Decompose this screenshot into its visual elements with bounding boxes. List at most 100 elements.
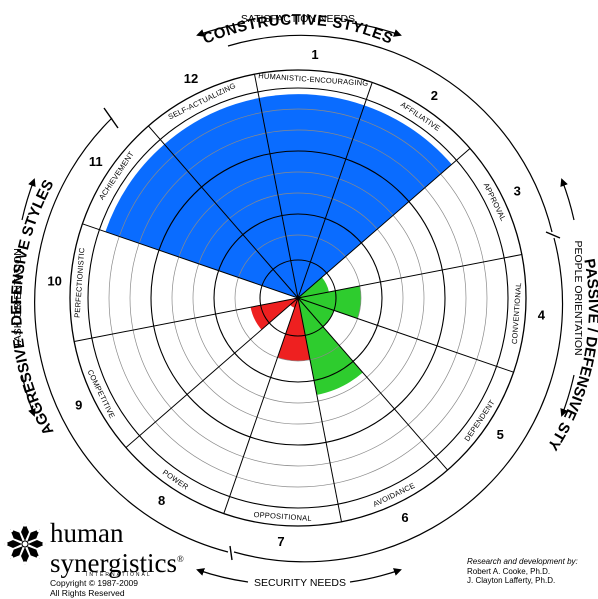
constructive-bracket (227, 34, 553, 233)
task-arrow-up (21, 178, 36, 221)
bracket-tick-left (103, 107, 119, 129)
ring (213, 213, 383, 383)
burst-dot (9, 555, 14, 560)
segment-divider (82, 223, 299, 299)
segment-number-11: 11 (89, 154, 103, 169)
segment-fill-6 (298, 298, 363, 395)
segment-number-12: 12 (184, 71, 198, 86)
segment-divider (254, 74, 299, 299)
burst-petal (27, 546, 40, 559)
segment-fill-9 (250, 298, 298, 330)
segment-fill-3 (298, 277, 329, 298)
burst-petal (4, 540, 22, 548)
task-orientation-label: TASK ORIENTATION (12, 248, 24, 348)
bracket-tick-right (545, 231, 561, 239)
security-needs-label: SECURITY NEEDS (254, 577, 346, 589)
burst-dot (4, 542, 8, 546)
burst-petal (27, 529, 40, 542)
segment-label-8: POWER (161, 468, 191, 492)
segment-divider (297, 297, 514, 373)
satisfaction-arrow-left (196, 22, 246, 37)
credits-author-2: J. Clayton Lafferty, Ph.D. (467, 576, 556, 585)
copyright-text: Copyright © 1987-2009 All Rights Reserve… (50, 578, 138, 598)
logo-word-synergistics: synergistics® (50, 546, 184, 578)
burst-dot (42, 542, 46, 546)
outer-ring (69, 69, 527, 527)
copyright-line: Copyright © 1987-2009 (50, 578, 139, 588)
logo-word-human: human (50, 518, 124, 548)
segment-label-3: APPROVAL (482, 181, 508, 222)
segment-divider (297, 148, 471, 299)
ring (150, 150, 446, 446)
aggressive-bracket (34, 117, 229, 553)
credits-author-1: Robert A. Cooke, Ph.D. (467, 566, 551, 576)
people-arrow-down (560, 374, 575, 417)
segment-number-2: 2 (431, 88, 438, 103)
burst-petal (21, 523, 29, 541)
burst-dot (9, 528, 14, 533)
segment-fill-1 (259, 94, 365, 299)
ring (192, 192, 404, 404)
burst-petal (28, 540, 46, 548)
registered-mark: ® (177, 554, 184, 564)
segment-fill-11 (105, 144, 299, 298)
star-burst-icon (4, 523, 46, 565)
segment-number-9: 9 (75, 398, 82, 413)
segment-fills (105, 94, 452, 395)
segment-divider (297, 297, 342, 522)
satisfaction-arrow-right (351, 22, 402, 37)
segment-divider (125, 297, 299, 448)
segment-divider (223, 297, 299, 514)
burst-dot (36, 528, 41, 533)
burst-petal (10, 546, 23, 559)
ring (129, 129, 467, 467)
segment-divider (297, 254, 522, 299)
people-orientation-label: PEOPLE ORIENTATION (572, 240, 584, 355)
burst-dot (23, 523, 27, 527)
segment-label-10: PERFECTIONISTIC (73, 247, 87, 318)
ring (87, 87, 509, 509)
segment-number-1: 1 (311, 47, 318, 62)
ring (171, 171, 425, 425)
segment-number-6: 6 (401, 510, 408, 525)
security-arrow-right (349, 568, 402, 583)
research-credits: Research and development by: Robert A. C… (467, 557, 595, 586)
segment-number-5: 5 (497, 427, 504, 442)
segment-number-3: 3 (514, 184, 521, 199)
ring (234, 234, 362, 362)
bracket-tick-bottom (229, 545, 233, 561)
segment-divider (148, 125, 299, 299)
burst-center (21, 540, 29, 548)
burst-dot (36, 555, 41, 560)
segment-label-1: HUMANISTIC-ENCOURAGING (258, 71, 369, 88)
segment-number-4: 4 (538, 308, 546, 323)
burst-petal (10, 529, 23, 542)
segment-label-7: OPPOSITIONAL (253, 510, 312, 523)
segment-fill-2 (298, 105, 452, 299)
human-synergistics-logo: human synergistics® INTERNATIONAL Copyri… (2, 520, 192, 598)
segment-fill-8 (290, 298, 298, 308)
concentric-rings (69, 69, 527, 527)
segment-divider (74, 297, 299, 342)
satisfaction-needs-label: SATISFACTION NEEDS (241, 13, 355, 25)
segment-divider (297, 82, 373, 299)
credits-title: Research and development by: (467, 557, 578, 566)
logo-synergistics-text: synergistics (50, 548, 177, 578)
segment-fill-7 (277, 298, 310, 361)
segment-fill-12 (164, 98, 298, 298)
ring (108, 108, 488, 488)
burst-dot (23, 561, 27, 565)
task-arrow-down (21, 374, 36, 417)
ring (259, 259, 337, 337)
logo-international: INTERNATIONAL (86, 572, 152, 578)
segment-number-7: 7 (277, 534, 284, 549)
segment-dividers (74, 74, 522, 522)
rights-line: All Rights Reserved (50, 588, 125, 598)
people-arrow-up (560, 178, 575, 221)
passive-bracket (233, 237, 564, 563)
aggressive-defensive-title: AGGRESSIVE / DEFENSIVE STYLES (8, 177, 57, 438)
segment-fill-4 (298, 286, 361, 319)
segment-label-4: CONVENTIONAL (510, 282, 523, 344)
